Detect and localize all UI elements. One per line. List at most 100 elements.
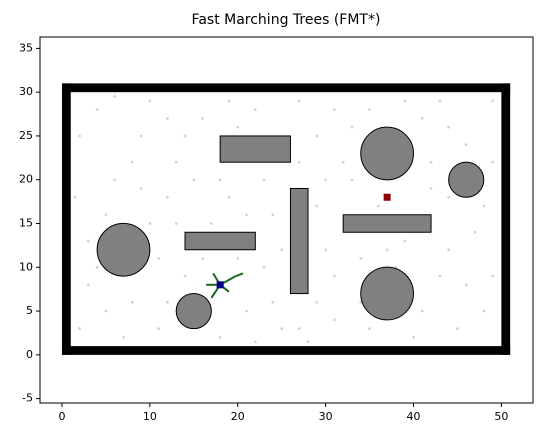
x-tick-label: 10 xyxy=(143,410,157,423)
sample-point xyxy=(491,274,494,278)
chart-title: Fast Marching Trees (FMT*) xyxy=(192,12,381,28)
goal-marker xyxy=(383,193,391,201)
sample-point xyxy=(332,274,336,278)
sample-point xyxy=(482,204,486,208)
sample-point xyxy=(183,274,187,278)
sample-point xyxy=(464,143,468,147)
sample-point xyxy=(359,300,363,304)
sample-point xyxy=(122,335,125,339)
sample-point xyxy=(166,117,169,120)
obstacle-rect xyxy=(289,187,309,295)
sample-point xyxy=(174,222,178,225)
sample-point xyxy=(280,327,284,330)
sample-point xyxy=(491,160,494,164)
y-tick-label: 25 xyxy=(19,129,33,142)
y-tick-label: 20 xyxy=(19,173,33,186)
sample-point xyxy=(73,195,77,199)
sample-point xyxy=(113,95,117,98)
sample-point xyxy=(491,99,494,103)
sample-point xyxy=(245,213,248,217)
sample-point xyxy=(95,265,99,269)
sample-point xyxy=(306,340,310,344)
sample-point xyxy=(324,248,328,252)
obstacle-rect xyxy=(184,231,256,251)
sample-point xyxy=(271,213,275,217)
obstacle-circle xyxy=(448,161,485,198)
sample-point xyxy=(473,230,477,234)
sample-point xyxy=(236,257,240,260)
plot-area xyxy=(61,83,511,355)
sample-point xyxy=(350,178,354,182)
sample-point xyxy=(166,300,169,304)
sample-point xyxy=(218,178,222,182)
sample-point xyxy=(139,187,143,190)
sample-point xyxy=(324,178,328,182)
wall xyxy=(501,83,511,355)
sample-point xyxy=(104,213,108,217)
sample-point xyxy=(227,99,231,103)
sample-point xyxy=(201,117,204,120)
sample-point xyxy=(368,327,371,330)
tree-edge xyxy=(235,272,244,277)
y-tick-label: 10 xyxy=(19,260,33,273)
sample-point xyxy=(447,248,451,252)
obstacle-circle xyxy=(96,222,151,277)
sample-point xyxy=(218,335,222,339)
sample-point xyxy=(209,222,213,225)
x-tick-label: 40 xyxy=(406,410,420,423)
sample-point xyxy=(130,300,134,304)
y-tick-label: 30 xyxy=(19,85,33,98)
sample-point xyxy=(104,309,108,313)
y-tick-label: 35 xyxy=(19,41,33,54)
x-tick-label: 30 xyxy=(319,410,333,423)
sample-point xyxy=(262,265,266,269)
sample-point xyxy=(420,309,424,313)
sample-point xyxy=(368,108,371,112)
sample-point xyxy=(148,99,152,103)
x-tick-label: 20 xyxy=(231,410,245,423)
sample-point xyxy=(86,239,90,243)
sample-point xyxy=(438,99,442,103)
obstacle-rect xyxy=(219,135,291,163)
sample-point xyxy=(130,160,134,164)
sample-point xyxy=(359,257,363,260)
sample-point xyxy=(262,178,266,182)
sample-point xyxy=(332,108,336,112)
y-tick-label: -5 xyxy=(22,392,33,405)
sample-point xyxy=(350,125,354,129)
obstacle-circle xyxy=(360,266,414,321)
sample-point xyxy=(429,160,433,164)
sample-point xyxy=(315,300,319,304)
sample-point xyxy=(385,248,389,252)
y-tick-label: 5 xyxy=(26,304,33,317)
sample-point xyxy=(341,160,345,164)
x-tick-label: 0 xyxy=(58,410,65,423)
sample-point xyxy=(78,134,81,138)
sample-point xyxy=(297,327,301,330)
sample-point xyxy=(245,309,248,313)
wall xyxy=(61,83,511,93)
sample-point xyxy=(412,335,415,339)
sample-point xyxy=(148,222,152,225)
sample-point xyxy=(456,327,459,330)
sample-point xyxy=(438,274,442,278)
sample-point xyxy=(482,309,486,313)
sample-point xyxy=(315,204,319,208)
sample-point xyxy=(139,134,143,138)
sample-point xyxy=(420,117,424,120)
sample-point xyxy=(95,108,99,112)
sample-point xyxy=(113,178,117,182)
sample-point xyxy=(157,327,161,330)
start-marker xyxy=(216,281,224,289)
sample-point xyxy=(86,283,90,287)
sample-point xyxy=(271,300,275,304)
sample-point xyxy=(403,99,407,103)
sample-point xyxy=(183,134,187,138)
wall xyxy=(61,83,71,355)
sample-point xyxy=(280,248,284,252)
sample-point xyxy=(297,160,301,164)
sample-point xyxy=(447,125,451,129)
obstacle-circle xyxy=(175,292,212,330)
y-tick-label: 15 xyxy=(19,217,33,230)
sample-point xyxy=(253,108,257,112)
